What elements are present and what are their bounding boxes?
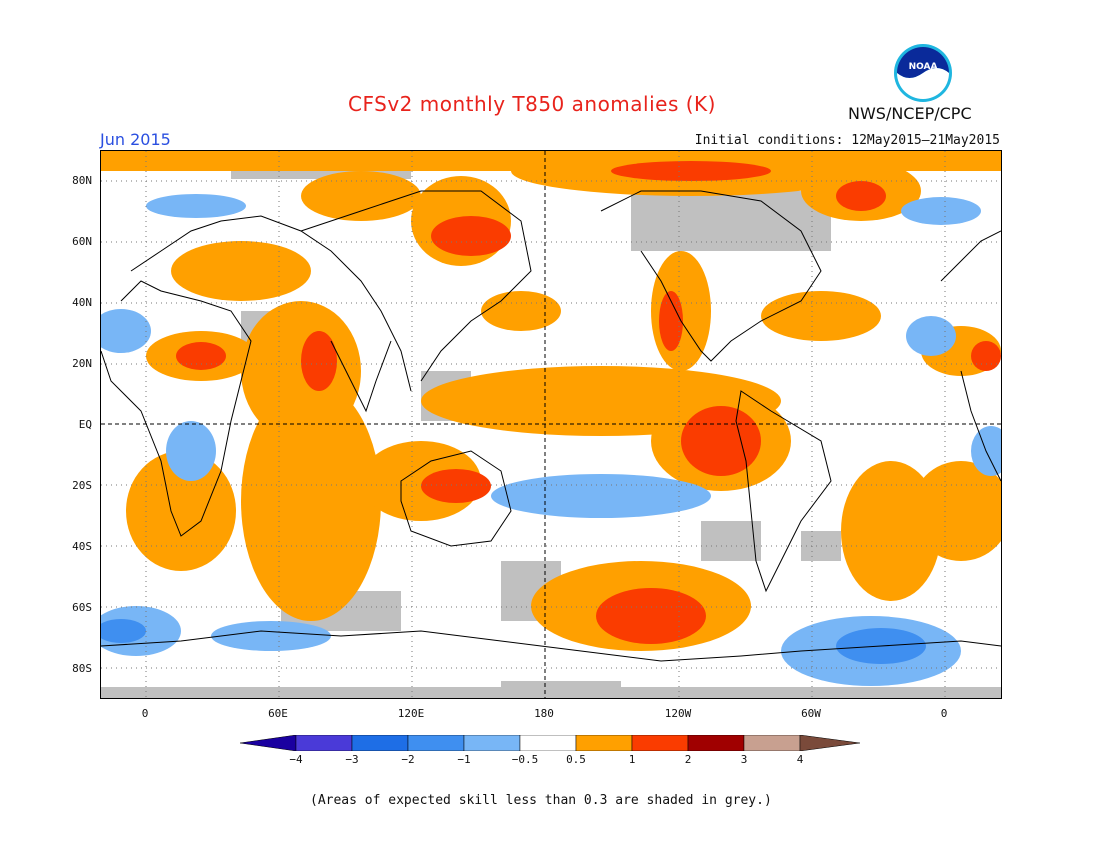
lat-label: 80S (72, 662, 92, 675)
map-title: CFSv2 monthly T850 anomalies (K) (348, 92, 716, 116)
agency-label: NWS/NCEP/CPC (848, 104, 972, 123)
coastlines (101, 190, 1001, 662)
forecast-month: Jun 2015 (100, 130, 171, 149)
skill-note: (Areas of expected skill less than 0.3 a… (310, 793, 772, 808)
colorbar-label: −0.5 (511, 753, 539, 766)
colorbar-label: 1 (628, 753, 636, 766)
colorbar (240, 735, 861, 751)
lat-label: 20N (72, 357, 92, 370)
colorbar-label: −1 (457, 753, 471, 766)
grid-lines (101, 151, 1001, 698)
colorbar-label: −2 (401, 753, 415, 766)
equator-dateline (101, 151, 1001, 698)
noaa-logo-text: NOAA (909, 62, 938, 72)
colorbar-label: 0.5 (566, 753, 586, 766)
lat-label: 40N (72, 296, 92, 309)
lat-label: EQ (78, 418, 92, 431)
initial-conditions: Initial conditions: 12May2015–21May2015 (694, 133, 1000, 148)
strong-warm-anomaly-areas (176, 161, 1001, 644)
anomaly-map (100, 150, 1002, 699)
noaa-logo: NOAA (894, 44, 952, 102)
lon-label: 120E (397, 707, 425, 720)
lat-label: 80N (72, 174, 92, 187)
colorbar-label: −4 (289, 753, 303, 766)
lon-label: 0 (940, 707, 948, 720)
lon-label: 60E (268, 707, 288, 720)
lon-label: 60W (801, 707, 821, 720)
colorbar-label: 2 (684, 753, 692, 766)
lon-label: 180 (534, 707, 554, 720)
lat-label: 20S (72, 479, 92, 492)
lon-label: 0 (141, 707, 149, 720)
lat-label: 40S (72, 540, 92, 553)
lat-label: 60N (72, 235, 92, 248)
lon-label: 120W (664, 707, 692, 720)
lat-label: 60S (72, 601, 92, 614)
colorbar-label: −3 (345, 753, 359, 766)
colorbar-label: 4 (796, 753, 804, 766)
colorbar-label: 3 (740, 753, 748, 766)
